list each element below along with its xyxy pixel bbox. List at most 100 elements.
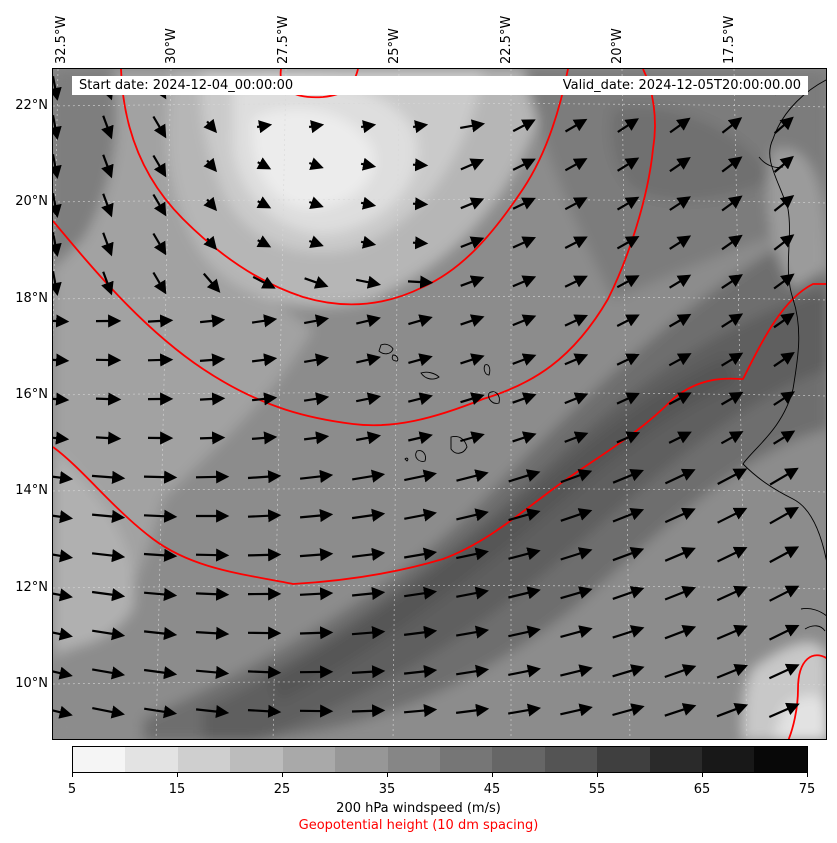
wind-arrow (203, 196, 218, 212)
wind-arrow (773, 312, 795, 329)
wind-arrow (669, 274, 692, 289)
wind-arrow (460, 119, 486, 133)
wind-arrow (508, 625, 541, 639)
wind-arrow (508, 547, 541, 561)
wind-arrow (617, 157, 640, 172)
wind-arrow (199, 353, 226, 367)
wind-arrow (299, 626, 334, 640)
wind-arrow (721, 234, 743, 251)
wind-arrow (560, 703, 593, 717)
wind-arrow (351, 626, 386, 640)
wind-arrow (616, 314, 640, 327)
wind-arrow (203, 157, 218, 173)
colorbar-segment (702, 747, 755, 772)
wind-arrow (721, 156, 743, 173)
wind-arrow (512, 431, 537, 444)
wind-arrow (456, 469, 489, 483)
wind-arrow (460, 353, 485, 366)
wind-arrow (773, 351, 795, 368)
island-brava (404, 457, 409, 462)
wind-arrow (769, 624, 800, 641)
wind-arrow (360, 120, 377, 134)
wind-arrow (252, 275, 276, 289)
colorbar-sublabel: Geopotential height (10 dm spacing) (298, 818, 539, 833)
lat-label-18n: 18°N (15, 291, 48, 306)
wind-arrow (299, 508, 334, 523)
wind-arrow (251, 392, 278, 406)
wind-arrow (404, 586, 438, 600)
wind-arrow (773, 116, 794, 135)
colorbar-tickmark (492, 773, 493, 777)
lat-label-10n: 10°N (15, 676, 48, 691)
wind-arrow (53, 549, 74, 563)
wind-arrow (256, 120, 273, 134)
wind-arrow (773, 155, 794, 173)
wind-arrow (560, 625, 593, 639)
wind-arrow (53, 75, 62, 102)
wind-arrow (664, 664, 697, 679)
wind-arrow (256, 157, 272, 170)
wind-arrow (351, 586, 386, 601)
wind-arrow (460, 431, 485, 445)
lat-label-16n: 16°N (15, 387, 48, 402)
windspeed-colorbar (72, 746, 808, 773)
wind-arrow (196, 665, 230, 680)
wind-arrow (355, 275, 382, 289)
island-sal (483, 364, 491, 376)
wind-arrow (773, 273, 795, 290)
wind-arrow (101, 271, 114, 296)
wind-arrow (199, 314, 226, 328)
wind-arrow (143, 509, 178, 523)
colorbar-segment (544, 747, 598, 772)
wind-arrow (308, 120, 325, 134)
island-santiago (450, 436, 468, 454)
island-santo-antao (378, 343, 394, 355)
african-coastline (742, 79, 826, 561)
wind-arrow (716, 703, 749, 718)
colorbar-segment (387, 747, 440, 772)
wind-arrow (53, 114, 62, 141)
contour-southeast (787, 654, 826, 739)
wind-arrow (616, 235, 640, 250)
wind-arrow (152, 115, 167, 139)
lat-label-12n: 12°N (15, 580, 48, 595)
wind-arrow (456, 586, 489, 600)
wind-arrow (195, 548, 230, 562)
wind-arrow (616, 196, 640, 211)
wind-arrow (769, 467, 799, 486)
wind-arrow (53, 353, 70, 367)
wind-arrow (412, 120, 429, 134)
wind-arrow (152, 154, 167, 178)
wind-arrow (247, 509, 282, 523)
colorbar-tick-label: 75 (798, 782, 816, 797)
wind-arrow (616, 431, 641, 444)
wind-arrow (351, 704, 386, 718)
wind-arrow (92, 666, 126, 680)
wind-arrow (721, 195, 743, 212)
windspeed-map (53, 69, 826, 739)
wind-arrow (456, 508, 489, 522)
wind-arrow (721, 352, 744, 367)
wind-arrow (143, 666, 178, 680)
wind-arrow (721, 313, 744, 328)
wind-arrow (769, 546, 800, 564)
wind-arrow (53, 588, 73, 602)
colorbar-tickmark (597, 773, 598, 777)
wind-arrow (617, 118, 639, 133)
wind-arrow (304, 353, 330, 367)
wind-arrow (669, 235, 692, 250)
start-date-label: Start date: 2024-12-04_00:00:00 (79, 78, 294, 93)
wind-arrow (512, 353, 537, 366)
wind-arrow (664, 507, 696, 524)
wind-arrow (508, 469, 541, 483)
wind-arrow (412, 236, 429, 250)
colorbar-label: 200 hPa windspeed (m/s) (336, 801, 501, 816)
wind-arrow (612, 547, 645, 562)
wind-arrow (456, 625, 490, 639)
wind-arrow (53, 192, 62, 219)
wind-arrow (247, 548, 282, 562)
wind-arrow (508, 586, 541, 600)
lon-label-32-5w: 32.5°W (54, 15, 69, 64)
wind-arrow (668, 392, 692, 406)
lon-label-30w: 30°W (164, 28, 179, 64)
